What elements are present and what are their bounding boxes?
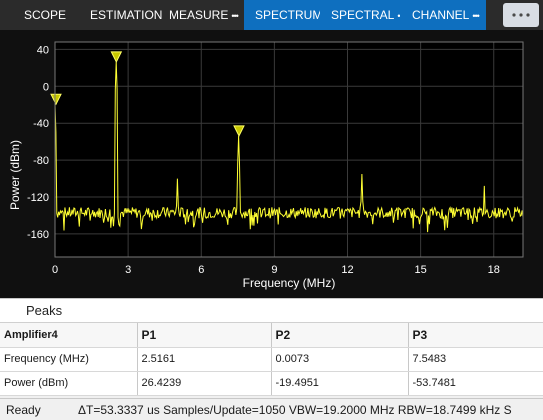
x-tick-label: 3 [125, 264, 131, 276]
tab-channel-measurements[interactable]: CHANNEL ••• [400, 0, 486, 30]
tab-measurements-label: MEASURE [169, 8, 229, 22]
table-header-cell: P2 [271, 323, 409, 348]
table-cell: Power (dBm) [0, 371, 138, 396]
y-axis-label: Power (dBm) [8, 140, 22, 210]
x-tick-label: 12 [341, 264, 353, 276]
table-header-cell: Amplifier4 [0, 323, 138, 348]
collapse-toolstrip-button[interactable] [503, 3, 539, 27]
x-tick-label: 15 [415, 264, 427, 276]
peaks-panel-header: Peaks [0, 298, 543, 322]
tab-estimation[interactable]: ESTIMATION [80, 0, 163, 30]
peak-marker-p1[interactable] [110, 51, 123, 64]
grid-lines [54, 42, 523, 257]
status-measurement-info: ΔT=53.3337 us Samples/Update=1050 VBW=19… [78, 403, 512, 417]
table-cell: 2.5161 [137, 347, 272, 372]
x-axis-label: Frequency (MHz) [243, 276, 336, 290]
x-tick-label: 9 [271, 264, 277, 276]
x-tick-label: 6 [198, 264, 204, 276]
peaks-table[interactable]: Amplifier4 P1 P2 P3 Frequency (MHz) 2.51… [0, 322, 543, 396]
tab-spectrum[interactable]: SPECTRUM [244, 0, 323, 30]
tab-scope[interactable]: SCOPE [0, 0, 80, 30]
table-header-cell: P3 [408, 323, 543, 348]
table-cell: Frequency (MHz) [0, 347, 138, 372]
table-header-cell: P1 [137, 323, 272, 348]
axis-ticks: 0 3 6 9 12 15 18 40 0 -40 -80 -120 -160 [27, 44, 500, 276]
peak-marker-p3[interactable] [233, 125, 245, 138]
table-cell: -19.4951 [271, 371, 409, 396]
tab-spectral-label: SPECTRAL [331, 8, 395, 22]
more-icon: ••• [231, 11, 239, 21]
spectrum-trace [54, 61, 524, 233]
table-cell: -53.7481 [408, 371, 543, 396]
axes-background [55, 42, 523, 257]
peak-markers [50, 51, 245, 138]
spectrum-axes[interactable]: 0 3 6 9 12 15 18 40 0 -40 -80 -120 -160 Frequency (M… [0, 30, 543, 298]
tab-channel-label: CHANNEL [412, 8, 470, 22]
tab-spectral-mask[interactable]: SPECTRAL••• [320, 0, 405, 30]
tab-scope-label: SCOPE [24, 8, 67, 22]
table-header-row: Amplifier4 P1 P2 P3 [0, 323, 543, 348]
table-cell: 26.4239 [137, 371, 272, 396]
tab-spectrum-label: SPECTRUM [255, 8, 323, 22]
toolstrip-tabbar: SCOPE ESTIMATION MEASURE ••• SPECTRUM SPE… [0, 0, 543, 30]
y-tick-label: 0 [43, 81, 49, 93]
table-cell: 7.5483 [408, 347, 543, 372]
more-options-icon [512, 13, 530, 17]
spectrum-plot[interactable]: 0 3 6 9 12 15 18 40 0 -40 -80 -120 -160 Frequency (M… [0, 30, 543, 298]
axes-box [54, 41, 524, 258]
tab-measurements[interactable]: MEASURE ••• [160, 0, 240, 30]
y-tick-label: -160 [27, 229, 49, 241]
peak-marker-p2[interactable] [50, 93, 62, 106]
peaks-panel-title: Peaks [26, 303, 63, 318]
y-tick-label: -120 [27, 192, 49, 204]
status-bar: Ready ΔT=53.3337 us Samples/Update=1050 … [0, 398, 543, 420]
x-tick-label: 0 [52, 264, 58, 276]
table-row[interactable]: Frequency (MHz) 2.5161 0.0073 7.5483 [0, 347, 543, 372]
more-icon: ••• [472, 11, 480, 21]
y-tick-label: -40 [33, 118, 49, 130]
tab-estimation-label: ESTIMATION [90, 8, 163, 22]
y-tick-label: 40 [37, 44, 49, 56]
x-tick-label: 18 [488, 264, 500, 276]
status-ready: Ready [6, 403, 41, 417]
y-tick-label: -80 [33, 155, 49, 167]
table-cell: 0.0073 [271, 347, 409, 372]
table-row[interactable]: Power (dBm) 26.4239 -19.4951 -53.7481 [0, 371, 543, 396]
